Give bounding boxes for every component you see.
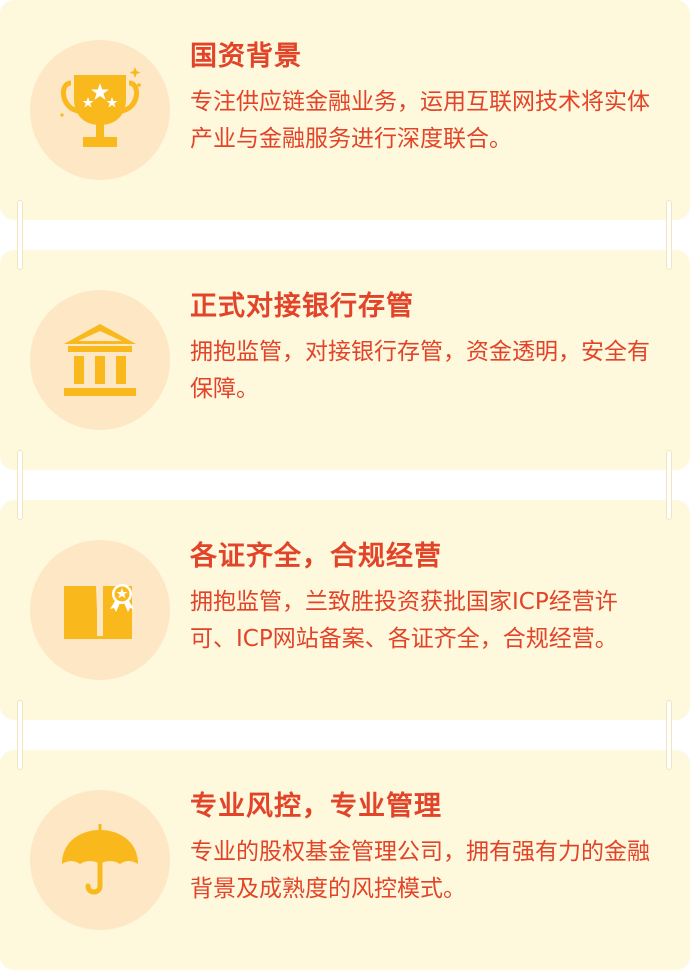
- feature-description: 拥抱监管，兰致胜投资获批国家ICP经营许可、ICP网站备案、各证齐全，合规经营。: [190, 589, 618, 652]
- feature-title: 国资背景: [190, 41, 302, 72]
- card-connector: [17, 200, 23, 270]
- card-connector: [17, 450, 23, 520]
- card-connector: [666, 700, 672, 770]
- icon-badge: [30, 40, 170, 180]
- feature-description: 专注供应链金融业务，运用互联网技术将实体产业与金融服务进行深度联合。: [190, 89, 650, 152]
- icon-badge: [30, 540, 170, 680]
- feature-description: 拥抱监管，对接银行存管，资金透明，安全有保障。: [190, 339, 650, 402]
- icon-badge: [30, 790, 170, 930]
- feature-title: 正式对接银行存管: [190, 291, 414, 322]
- card-connector: [17, 700, 23, 770]
- feature-title: 各证齐全，合规经营: [190, 541, 442, 572]
- feature-title: 专业风控，专业管理: [190, 791, 442, 822]
- umbrella-icon: [62, 824, 138, 895]
- feature-card-state-owned: 国资背景 专注供应链金融业务，运用互联网技术将实体产业与金融服务进行深度联合。: [0, 0, 690, 220]
- card-connector: [666, 200, 672, 270]
- feature-card-bank-custody: 正式对接银行存管 拥抱监管，对接银行存管，资金透明，安全有保障。: [0, 250, 690, 470]
- icon-badge: [30, 290, 170, 430]
- certificate-book-icon: [64, 584, 134, 639]
- bank-icon: [64, 324, 136, 396]
- trophy-icon: [60, 67, 141, 147]
- card-connector: [666, 450, 672, 520]
- feature-card-licenses: 各证齐全，合规经营 拥抱监管，兰致胜投资获批国家ICP经营许可、ICP网站备案、…: [0, 500, 690, 720]
- feature-card-risk-control: 专业风控，专业管理 专业的股权基金管理公司，拥有强有力的金融背景及成熟度的风控模…: [0, 750, 690, 970]
- feature-description: 专业的股权基金管理公司，拥有强有力的金融背景及成熟度的风控模式。: [190, 839, 650, 902]
